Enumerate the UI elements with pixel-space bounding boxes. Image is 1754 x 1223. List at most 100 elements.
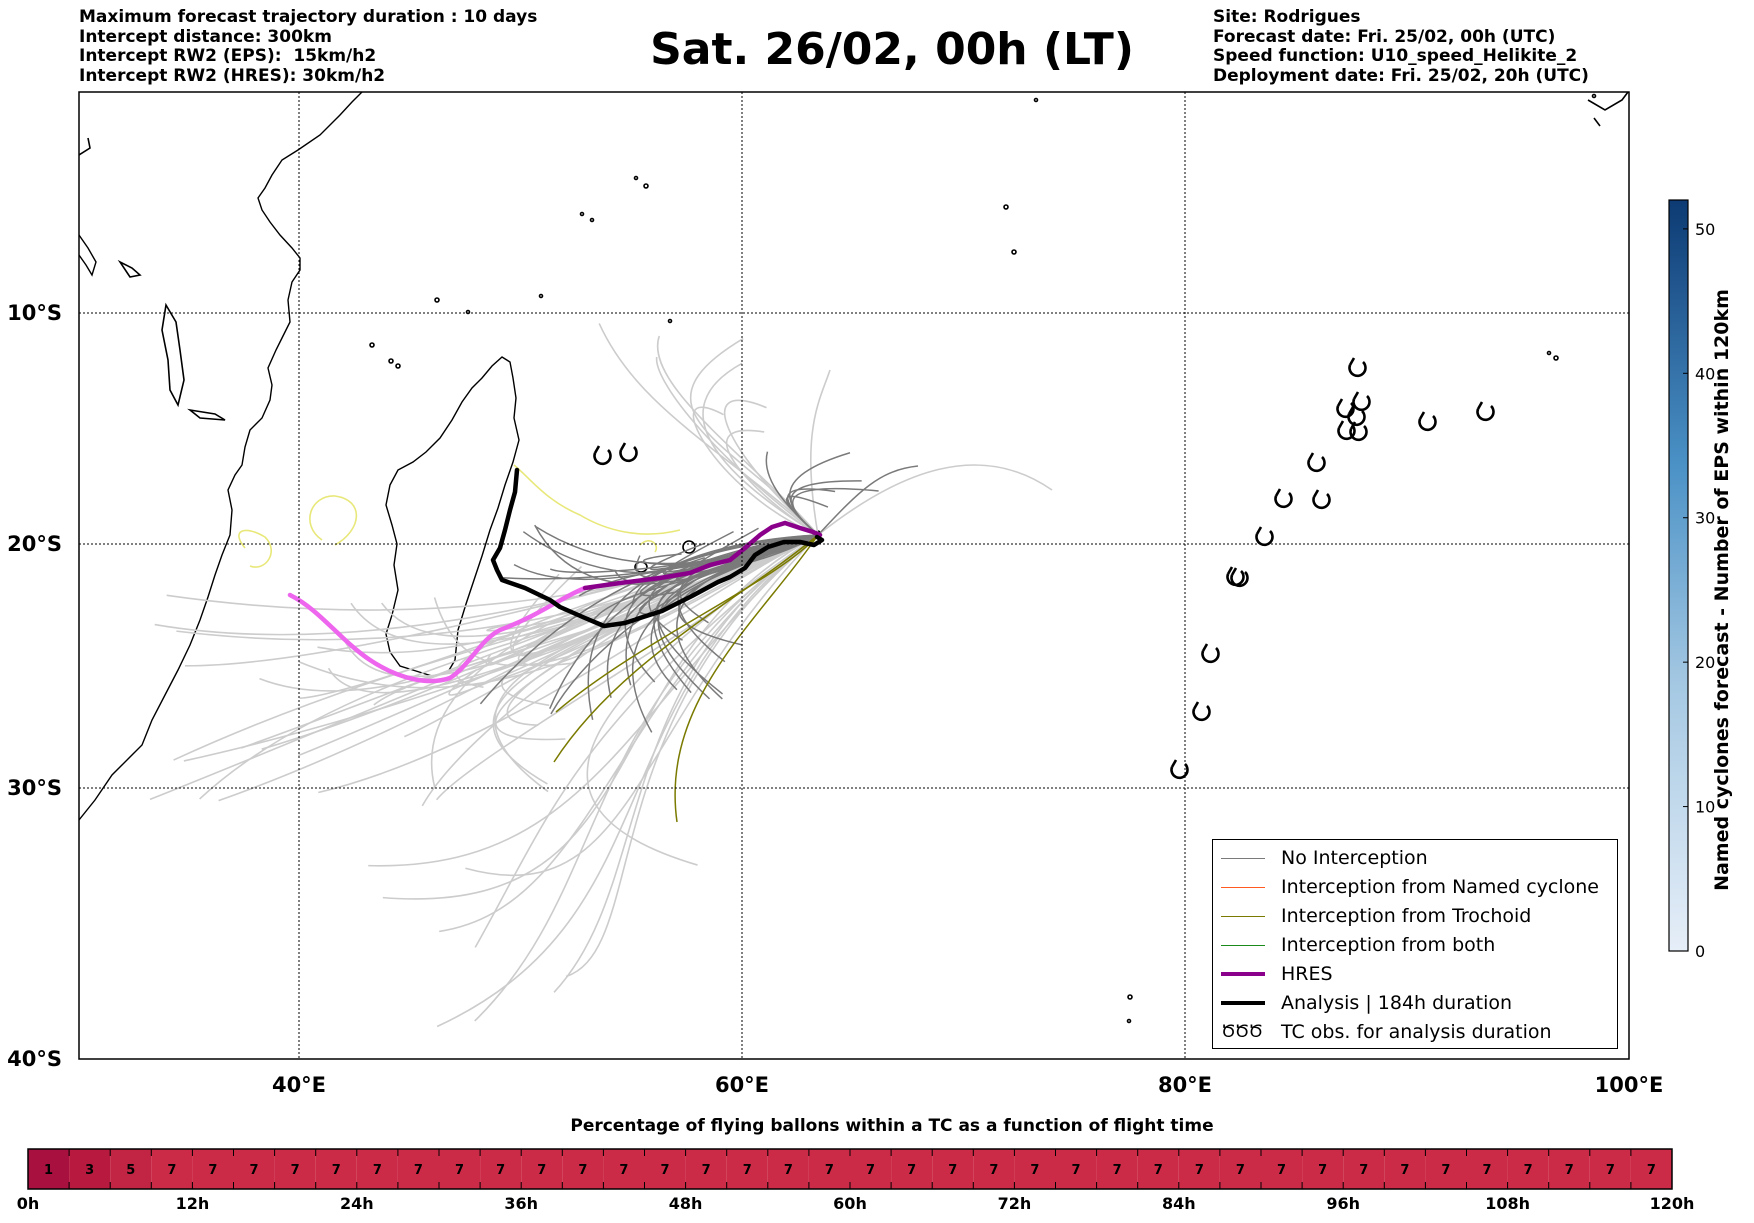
timeline-cell-value: 7 xyxy=(1318,1163,1327,1178)
africa-coastline xyxy=(79,92,363,821)
lon-label-60e: 60°E xyxy=(715,1073,769,1097)
timeline-cell xyxy=(397,1149,439,1189)
cyclone-icon: ԾԾԾ xyxy=(1221,1022,1263,1042)
timeline-label: 72h xyxy=(997,1194,1032,1213)
eps-track-light xyxy=(298,534,819,689)
legend-swatch-no-interception xyxy=(1221,857,1265,859)
timeline-cell xyxy=(439,1149,481,1189)
eps-track-light xyxy=(809,369,831,536)
timeline-cell-value: 3 xyxy=(85,1163,94,1178)
lon-label-100e: 100°E xyxy=(1595,1073,1664,1097)
timeline-label: 0h xyxy=(16,1194,40,1213)
map-legend: No Interception Interception from Named … xyxy=(1212,839,1618,1049)
header-line-rw2-hres: Intercept RW2 (HRES): 30km/h2 xyxy=(79,65,386,86)
timeline-cell-value: 1 xyxy=(44,1163,53,1178)
eps-track-no-interception xyxy=(817,465,919,536)
timeline-cell-value: 7 xyxy=(373,1163,382,1178)
header-line-site: Site: Rodrigues xyxy=(1213,7,1361,27)
legend-item-named-cyclone: Interception from Named cyclone xyxy=(1221,873,1599,901)
eps-track-light xyxy=(692,406,819,536)
timeline-cell xyxy=(192,1149,234,1189)
cyclone-icon xyxy=(1192,701,1211,722)
eps-track-light xyxy=(817,464,1053,536)
timeline-cell-value: 7 xyxy=(208,1163,217,1178)
eps-track-no-interception xyxy=(789,452,851,536)
timeline-label: 96h xyxy=(1326,1194,1361,1213)
yellow-tracks xyxy=(238,464,681,568)
legend-label-tc-obs: TC obs. for analysis duration xyxy=(1281,1021,1552,1043)
timeline-cell xyxy=(1096,1149,1138,1189)
timeline-cell xyxy=(1014,1149,1056,1189)
timeline-cell-value: 7 xyxy=(1195,1163,1204,1178)
header-line-duration: Maximum forecast trajectory duration : 1… xyxy=(79,7,538,27)
legend-label-trochoid: Interception from Trochoid xyxy=(1281,905,1532,927)
timeline-cell xyxy=(110,1149,152,1189)
eps-track-light xyxy=(465,534,819,877)
colorbar xyxy=(1668,199,1689,952)
timeline-cell-value: 7 xyxy=(1441,1163,1450,1178)
legend-label-no-interception: No Interception xyxy=(1281,847,1428,869)
timeline-cell-value: 7 xyxy=(1647,1163,1656,1178)
mascarene-islands xyxy=(79,92,1629,1024)
legend-item-both: Interception from both xyxy=(1221,931,1495,959)
timeline-cell-value: 7 xyxy=(332,1163,341,1178)
cyclone-icon xyxy=(1255,526,1274,547)
eps-track-light xyxy=(436,534,819,1028)
timeline-cell-value: 7 xyxy=(1072,1163,1081,1178)
timeline-cell-value: 5 xyxy=(126,1163,135,1178)
eps-track-no-interception xyxy=(534,524,819,585)
tc-observations xyxy=(593,357,1495,780)
eps-track-no-interception xyxy=(587,534,819,720)
cyclone-icon xyxy=(1201,643,1220,664)
timeline-cell-value: 7 xyxy=(414,1163,423,1178)
timeline-cell-value: 7 xyxy=(702,1163,711,1178)
timeline-cell xyxy=(767,1149,809,1189)
legend-swatch-trochoid xyxy=(1221,915,1265,917)
timeline-cell xyxy=(644,1149,686,1189)
timeline-cell xyxy=(480,1149,522,1189)
timeline-cell-value: 7 xyxy=(907,1163,916,1178)
header-line-rw2-eps: Intercept RW2 (EPS): 15km/h2 xyxy=(79,46,377,66)
cyclone-icon xyxy=(1476,401,1495,422)
timeline-cell-value: 7 xyxy=(1400,1163,1409,1178)
timeline-cell xyxy=(891,1149,933,1189)
timeline-label: 108h xyxy=(1485,1194,1530,1213)
timeline-cell xyxy=(69,1149,111,1189)
timeline-cell-value: 7 xyxy=(825,1163,834,1178)
timeline-cell xyxy=(1630,1149,1672,1189)
timeline-label: 84h xyxy=(1161,1194,1196,1213)
map-title: Sat. 26/02, 00h (LT) xyxy=(650,24,1134,75)
timeline-cell-value: 7 xyxy=(1236,1163,1245,1178)
hres-track xyxy=(582,520,823,591)
timeline-cell-value: 7 xyxy=(1113,1163,1122,1178)
timeline-cell xyxy=(932,1149,974,1189)
timeline-cell xyxy=(1343,1149,1385,1189)
timeline-cell-value: 7 xyxy=(496,1163,505,1178)
eps-trajectories xyxy=(149,323,1053,1028)
timeline-cell xyxy=(1548,1149,1590,1189)
timeline-cell xyxy=(685,1149,727,1189)
timeline-label: 12h xyxy=(175,1194,210,1213)
lat-label-30s: 30°S xyxy=(7,776,62,800)
timeline-cell-value: 7 xyxy=(1154,1163,1163,1178)
timeline-label: 36h xyxy=(504,1194,539,1213)
timeline-cell-value: 7 xyxy=(1483,1163,1492,1178)
timeline-cell-value: 7 xyxy=(537,1163,546,1178)
legend-label-analysis: Analysis | 184h duration xyxy=(1281,992,1513,1014)
header-line-deployment-date: Deployment date: Fri. 25/02, 20h (UTC) xyxy=(1213,65,1589,86)
africa-horn-coast xyxy=(79,234,97,277)
eps-track-light xyxy=(565,534,819,978)
timeline-cell-value: 7 xyxy=(1524,1163,1533,1178)
timeline-title: Percentage of flying ballons within a TC… xyxy=(570,1116,1214,1136)
legend-swatch-both xyxy=(1221,944,1265,946)
timeline-frame xyxy=(27,1148,1673,1190)
legend-label-hres: HRES xyxy=(1281,963,1333,985)
lon-label-80e: 80°E xyxy=(1158,1073,1212,1097)
legend-item-analysis: Analysis | 184h duration xyxy=(1221,989,1512,1017)
timeline-cell xyxy=(356,1149,398,1189)
lat-label-10s: 10°S xyxy=(7,301,62,325)
legend-swatch-named-cyclone xyxy=(1221,886,1265,888)
colorbar-tick-label: 50 xyxy=(1695,220,1715,239)
cyclone-icon xyxy=(1274,488,1293,509)
